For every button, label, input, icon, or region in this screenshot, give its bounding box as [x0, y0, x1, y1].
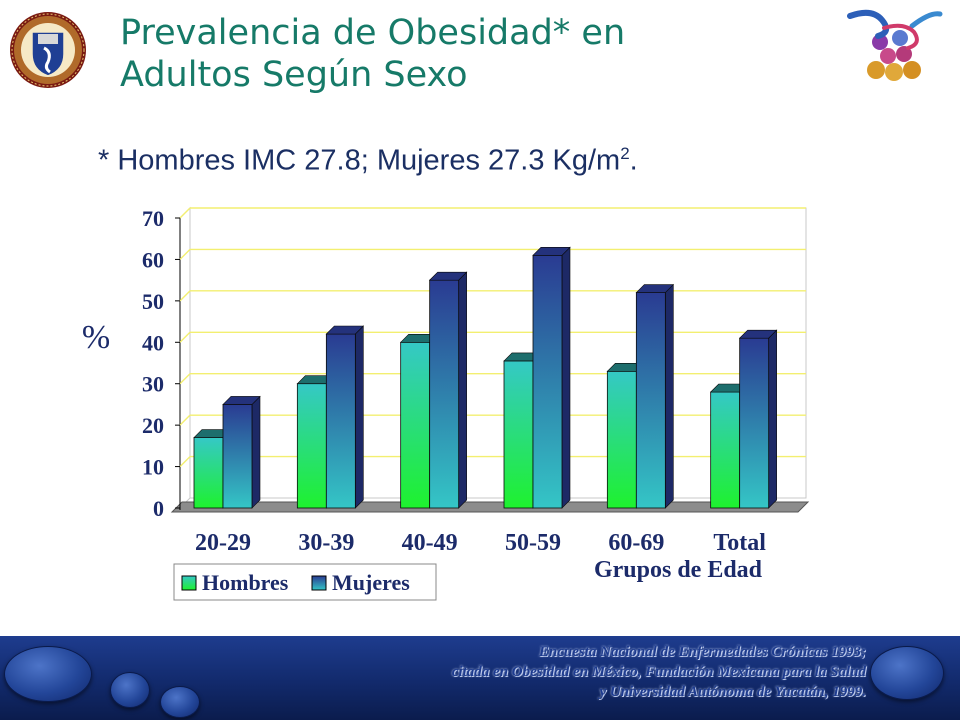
- decorative-oval: [110, 672, 150, 708]
- bmi-note-superscript: 2: [620, 144, 630, 163]
- source-line: y Universidad Autónoma de Yucatán, 1999.: [599, 684, 866, 700]
- bar-top-mujeres: [222, 396, 261, 405]
- x-tick-label: 50-59: [505, 530, 561, 556]
- bars-group: [193, 246, 778, 509]
- bar-side-mujeres: [665, 283, 674, 509]
- y-tick-label: 60: [142, 247, 164, 272]
- bar-mujeres: [325, 333, 356, 509]
- y-tick-label: 70: [142, 206, 164, 231]
- legend-box: [173, 563, 437, 601]
- decorative-oval: [4, 646, 92, 702]
- x-tick-label: 20-29: [195, 530, 251, 556]
- bar-hombres: [296, 383, 327, 509]
- bar-hombres: [193, 437, 224, 509]
- legend: Hombres Mujeres: [173, 563, 437, 601]
- gridline-side: [179, 207, 191, 219]
- bar-mujeres: [739, 337, 770, 509]
- footer-banner: Encuesta Nacional de Enfermedades Crónic…: [0, 636, 960, 720]
- plot-frame: [170, 206, 810, 513]
- university-seal-logo: [10, 12, 86, 88]
- source-line: Encuesta Nacional de Enfermedades Crónic…: [538, 644, 866, 660]
- legend-swatch-hombres: [181, 575, 197, 591]
- gridline-side: [179, 456, 191, 468]
- legend-label-mujeres: Mujeres: [332, 570, 410, 595]
- y-tick-label: 50: [142, 289, 164, 314]
- x-tick-label: 30-39: [298, 530, 354, 556]
- bar-side-mujeres: [355, 325, 364, 509]
- gridlines: [179, 207, 806, 468]
- legend-label-hombres: Hombres: [202, 570, 289, 595]
- source-citation: Encuesta Nacional de Enfermedades Crónic…: [452, 642, 866, 702]
- bar-mujeres: [429, 279, 460, 509]
- x-tick-labels: 20-29 30-39 40-49 50-59 60-69 Total: [195, 530, 766, 556]
- bar-top-mujeres: [738, 329, 778, 339]
- x-tick-label: 60-69: [608, 530, 664, 556]
- bar-side-mujeres: [768, 329, 777, 509]
- legend-swatch-mujeres: [311, 575, 327, 591]
- bar-top-mujeres: [635, 284, 675, 293]
- bmi-note: * Hombres IMC 27.8; Mujeres 27.3 Kg/m2.: [98, 144, 638, 178]
- x-tick-label: Total: [713, 530, 766, 556]
- bar-side-mujeres: [561, 246, 571, 509]
- decorative-emblem-logo: [847, 9, 943, 81]
- obesity-prevalence-chart: 0 10 20 30 40 50 60 70 20-29 30-39 40-49 50-59 60-6…: [82, 206, 810, 601]
- bar-mujeres: [222, 404, 253, 509]
- x-axis-label: Grupos de Edad: [594, 557, 763, 583]
- bar-top-mujeres: [532, 246, 571, 256]
- gridline-side: [179, 414, 191, 426]
- plot-side-wall: [179, 206, 191, 510]
- source-line: citada en Obesidad en México, Fundación …: [451, 664, 866, 680]
- plot-back-wall: [189, 207, 807, 499]
- bmi-note-period: .: [629, 144, 638, 177]
- bmi-note-text: * Hombres IMC 27.8; Mujeres 27.3 Kg/m: [98, 144, 621, 177]
- y-tick-labels: 0 10 20 30 40 50 60 70: [142, 206, 180, 521]
- bar-mujeres: [635, 292, 666, 509]
- x-tick-label: 40-49: [402, 530, 458, 556]
- bar-top-mujeres: [325, 325, 365, 335]
- decorative-oval: [160, 686, 200, 718]
- bar-hombres: [503, 360, 534, 509]
- y-tick-label: 0: [153, 496, 164, 521]
- bar-top-mujeres: [428, 271, 468, 281]
- y-tick-label: 20: [142, 413, 164, 438]
- gridline-side: [179, 248, 191, 260]
- y-axis-label: %: [82, 319, 110, 356]
- bar-hombres: [606, 370, 637, 509]
- bar-side-mujeres: [251, 395, 261, 509]
- bar-side-mujeres: [458, 271, 467, 509]
- y-tick-label: 10: [142, 455, 164, 480]
- bar-hombres: [400, 341, 431, 509]
- bar-hombres: [710, 391, 741, 509]
- decorative-oval: [870, 646, 944, 700]
- y-tick-label: 30: [142, 372, 164, 397]
- slide-title: Prevalencia de Obesidad* en Adultos Segú…: [120, 13, 626, 95]
- bar-mujeres: [532, 254, 563, 509]
- gridline-side: [179, 373, 191, 385]
- gridline-side: [179, 331, 191, 343]
- gridline-side: [179, 290, 191, 302]
- y-tick-label: 40: [142, 330, 164, 355]
